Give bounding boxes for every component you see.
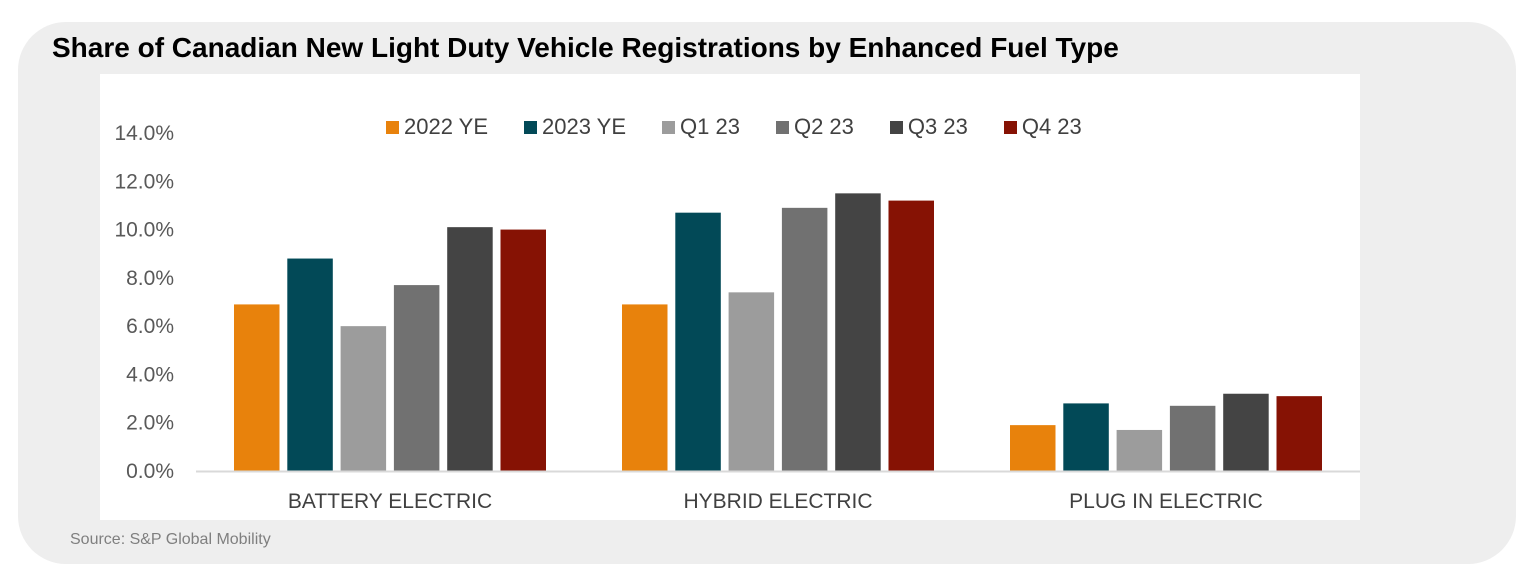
bar <box>234 304 280 471</box>
legend-item: Q1 23 <box>662 114 740 140</box>
legend-swatch <box>1003 120 1017 134</box>
legend-label: Q3 23 <box>907 114 968 139</box>
y-tick-label: 2.0% <box>126 412 174 435</box>
y-tick-label: 4.0% <box>126 363 174 386</box>
y-tick-label: 10.0% <box>114 219 174 242</box>
bar <box>393 285 440 471</box>
bar <box>500 229 546 471</box>
y-tick-label: 14.0% <box>114 122 174 145</box>
bar <box>1169 405 1216 471</box>
legend-label: Q4 23 <box>1021 114 1082 139</box>
source-note: Source: S&P Global Mobility <box>70 531 271 548</box>
bar <box>728 292 775 471</box>
bar <box>1063 403 1109 471</box>
legend-item: Q3 23 <box>889 114 968 140</box>
bar <box>622 304 668 471</box>
y-tick-label: 0.0% <box>126 460 174 483</box>
y-tick-label: 8.0% <box>126 267 174 290</box>
legend-label: 2022 YE <box>404 114 489 139</box>
y-tick-label: 12.0% <box>114 170 174 193</box>
chart-title: Share of Canadian New Light Duty Vehicle… <box>52 32 1119 63</box>
legend-swatch <box>386 120 399 134</box>
legend-swatch <box>524 120 538 134</box>
legend-item: Q4 23 <box>1003 114 1082 140</box>
bar <box>287 258 333 471</box>
bar <box>1010 425 1056 471</box>
legend-item: 2023 YE <box>524 114 626 140</box>
legend-item: Q2 23 <box>775 114 854 140</box>
bar <box>1276 396 1322 471</box>
x-category-label: BATTERY ELECTRIC <box>288 490 492 513</box>
bar <box>675 212 721 471</box>
legend-item: 2022 YE <box>386 114 488 140</box>
legend-label: Q1 23 <box>680 114 740 139</box>
x-category-label: PLUG IN ELECTRIC <box>1069 490 1263 513</box>
x-category-label: HYBRID ELECTRIC <box>683 490 872 513</box>
bar <box>340 326 387 471</box>
legend-swatch <box>775 120 789 134</box>
legend-label: 2023 YE <box>542 114 627 139</box>
bar <box>781 207 828 472</box>
bar <box>447 227 493 471</box>
legend-label: Q2 23 <box>793 114 854 139</box>
bar <box>888 200 934 471</box>
legend-swatch <box>889 120 903 134</box>
bar <box>1116 429 1163 471</box>
legend-swatch <box>662 120 676 134</box>
y-tick-label: 6.0% <box>126 315 174 338</box>
chart-legend: 2022 YE 2023 YE Q1 23 Q2 23 Q3 23 Q4 23 <box>386 114 1082 140</box>
bar <box>1223 393 1269 471</box>
bar <box>835 193 881 471</box>
